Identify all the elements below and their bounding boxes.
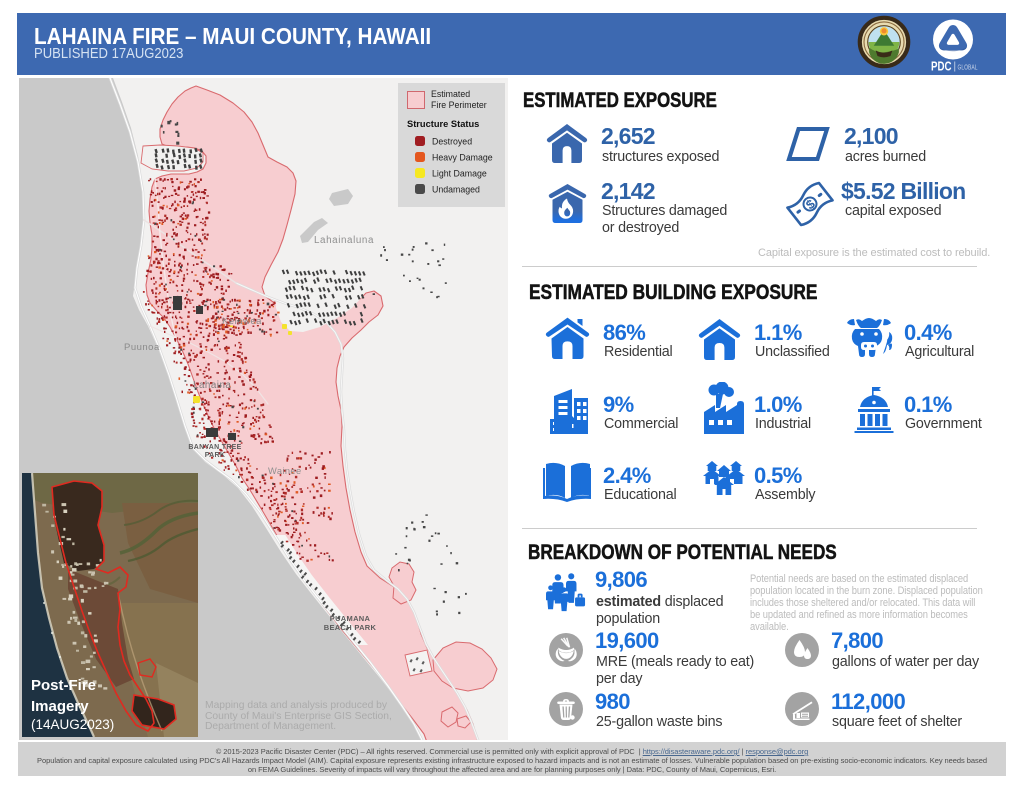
svg-text:Lahaina: Lahaina <box>193 380 231 391</box>
svg-text:Lahainaluna: Lahainaluna <box>314 235 374 246</box>
svg-text:Kelawea: Kelawea <box>222 316 262 327</box>
svg-text:BEACH PARK: BEACH PARK <box>324 623 377 632</box>
svg-text:(14AUG2023): (14AUG2023) <box>31 717 114 732</box>
svg-text:Light Damage: Light Damage <box>432 169 487 179</box>
svg-text:PUAMANA: PUAMANA <box>330 614 371 623</box>
svg-text:Destroyed: Destroyed <box>432 137 472 147</box>
svg-text:PDC: PDC <box>931 60 952 74</box>
svg-text:GLOBAL: GLOBAL <box>958 65 978 72</box>
svg-text:Heavy Damage: Heavy Damage <box>432 153 493 163</box>
svg-text:Puunoa: Puunoa <box>124 342 160 353</box>
svg-text:Wainee: Wainee <box>268 466 302 476</box>
svg-text:Post-Fire: Post-Fire <box>31 677 96 694</box>
svg-text:PARK: PARK <box>205 452 226 459</box>
svg-text:BANYAN TREE: BANYAN TREE <box>188 444 241 451</box>
svg-text:Undamaged: Undamaged <box>432 185 480 195</box>
svg-text:Imagery: Imagery <box>31 698 89 715</box>
